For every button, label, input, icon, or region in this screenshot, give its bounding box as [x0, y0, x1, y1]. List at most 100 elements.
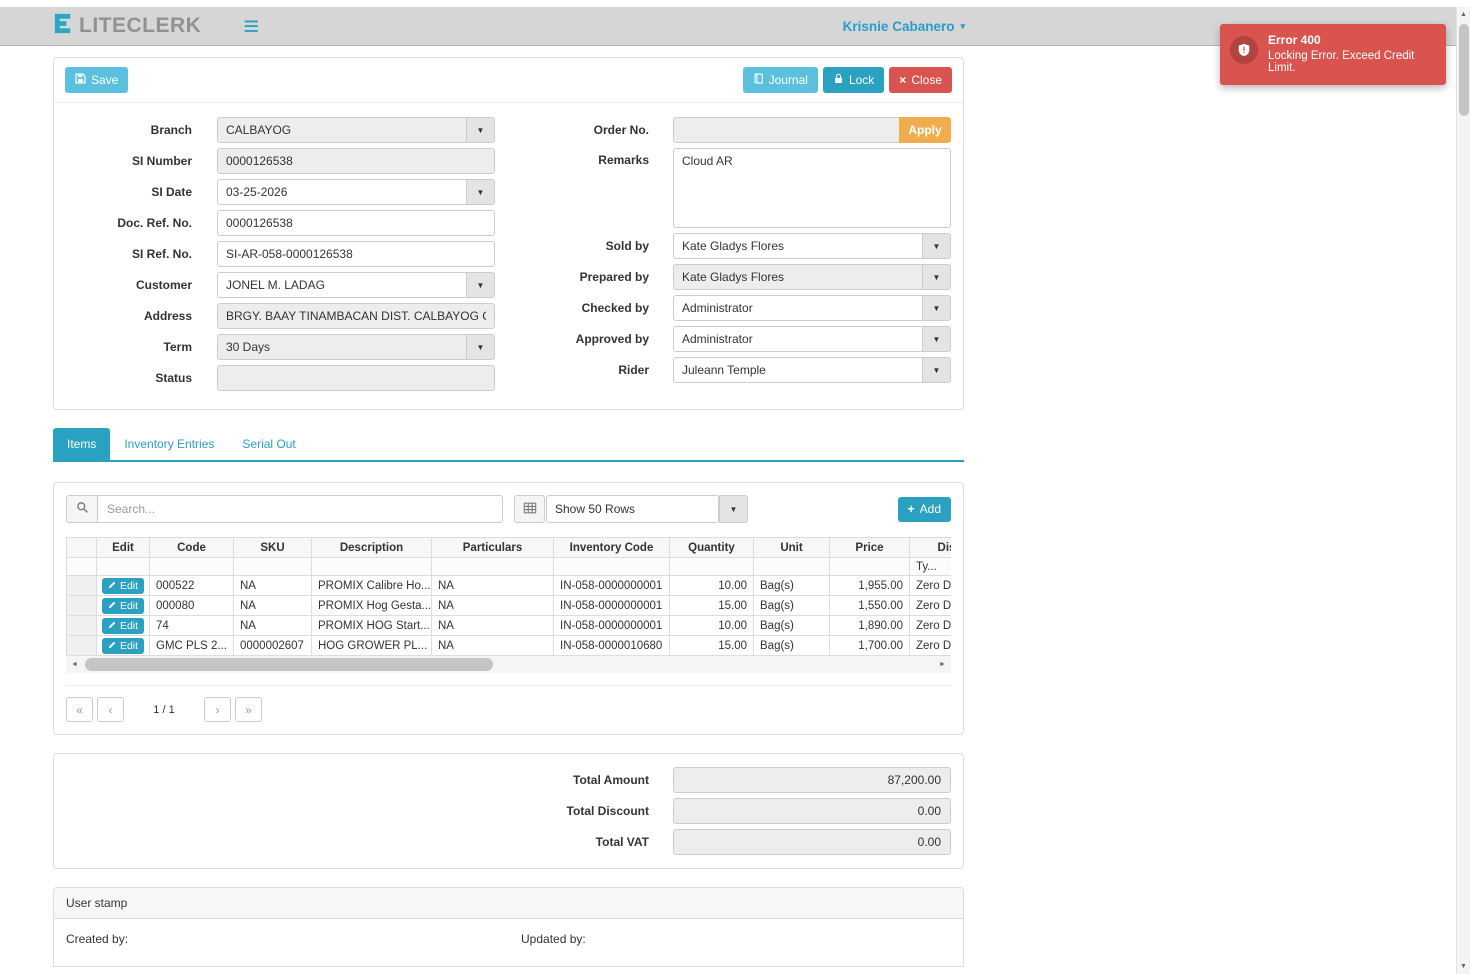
- cell-particulars: NA: [431, 615, 554, 637]
- pager-prev-button[interactable]: ‹: [97, 697, 124, 723]
- si-ref-input[interactable]: [217, 241, 495, 268]
- edit-row-button[interactable]: Edit: [101, 597, 145, 614]
- search-group: [66, 495, 503, 524]
- rows-per-page-input[interactable]: [546, 495, 719, 524]
- edit-button-label: Edit: [119, 579, 139, 592]
- order-no-label: Order No.: [593, 123, 649, 138]
- pager-last-button[interactable]: »: [235, 697, 262, 723]
- customer-dropdown-button[interactable]: ▼: [466, 272, 495, 299]
- header-edit[interactable]: Edit: [96, 537, 150, 559]
- tab-inventory-entries[interactable]: Inventory Entries: [124, 437, 215, 452]
- edit-row-button[interactable]: Edit: [101, 617, 145, 634]
- table-row[interactable]: Edit 74 NA PROMIX HOG Start... NA IN-058…: [66, 615, 951, 637]
- branch-dropdown-button[interactable]: ▼: [466, 117, 495, 144]
- branch-input[interactable]: [217, 117, 466, 144]
- customer-label: Customer: [135, 278, 192, 293]
- rider-dropdown-button[interactable]: ▼: [922, 357, 951, 384]
- customer-input[interactable]: [217, 272, 466, 299]
- edit-button-label: Edit: [119, 599, 139, 612]
- tab-serial-out[interactable]: Serial Out: [242, 437, 296, 452]
- pager-first-button[interactable]: «: [66, 697, 93, 723]
- cell-inventory-code: IN-058-0000000001: [553, 575, 670, 597]
- scroll-right-button[interactable]: ►: [939, 661, 946, 669]
- header-code[interactable]: Code: [149, 537, 234, 559]
- horizontal-scroll-thumb[interactable]: [85, 658, 494, 672]
- total-amount-label: Total Amount: [573, 773, 649, 788]
- sold-by-dropdown-button[interactable]: ▼: [922, 233, 951, 260]
- brand-logo[interactable]: LITECLERK: [53, 12, 201, 40]
- doc-ref-input[interactable]: [217, 210, 495, 237]
- approved-by-input[interactable]: [673, 326, 922, 353]
- table-row[interactable]: Edit GMC PLS 2... 0000002607 HOG GROWER …: [66, 635, 951, 657]
- order-no-input[interactable]: [673, 117, 899, 144]
- total-amount-row: Total Amount 87,200.00: [66, 767, 951, 794]
- rows-per-page-select: ▼: [546, 495, 748, 524]
- header-unit[interactable]: Unit: [753, 537, 830, 559]
- status-input[interactable]: [217, 365, 495, 392]
- edit-row-button[interactable]: Edit: [101, 637, 145, 654]
- sold-by-input[interactable]: [673, 233, 922, 260]
- term-input[interactable]: [217, 334, 466, 361]
- hamburger-menu-button[interactable]: ≡: [243, 12, 259, 40]
- grid-view-button[interactable]: [514, 495, 545, 524]
- rider-input[interactable]: [673, 357, 922, 384]
- si-date-input[interactable]: [217, 179, 466, 206]
- cell-unit: Bag(s): [753, 635, 830, 657]
- horizontal-scroll-track: [83, 656, 934, 673]
- approved-by-dropdown-button[interactable]: ▼: [922, 326, 951, 353]
- prepared-by-dropdown-button[interactable]: ▼: [922, 264, 951, 291]
- cell-discount: Zero Di...: [909, 575, 951, 597]
- header-particulars[interactable]: Particulars: [431, 537, 554, 559]
- scroll-up-button[interactable]: ▲: [1460, 11, 1467, 18]
- search-input[interactable]: [97, 495, 503, 524]
- rider-label: Rider: [618, 363, 649, 378]
- scroll-left-button[interactable]: ◄: [71, 661, 78, 669]
- cell-unit: Bag(s): [753, 615, 830, 637]
- header-discount[interactable]: Disc...: [909, 537, 951, 559]
- si-date-dropdown-button[interactable]: ▼: [466, 179, 495, 206]
- address-input[interactable]: [217, 303, 495, 330]
- rows-per-page-dropdown-button[interactable]: ▼: [719, 495, 748, 524]
- invoice-form-panel: Save Journal Lock × Close: [53, 57, 964, 411]
- lock-button[interactable]: Lock: [822, 67, 885, 94]
- field-order-no: Order No. Apply: [547, 117, 951, 144]
- save-button[interactable]: Save: [65, 67, 129, 94]
- remarks-textarea[interactable]: Cloud AR: [673, 148, 951, 229]
- items-table: Edit Code SKU Description Particulars In…: [66, 537, 951, 657]
- checked-by-input[interactable]: [673, 295, 922, 322]
- cell-inventory-code: IN-058-0000000001: [553, 595, 670, 617]
- tab-items[interactable]: Items: [53, 428, 111, 461]
- filter-discount-type[interactable]: Ty...: [909, 557, 951, 577]
- pager-next-button[interactable]: ›: [204, 697, 231, 723]
- address-label: Address: [143, 309, 192, 324]
- journal-button-label: Journal: [768, 72, 808, 87]
- cell-quantity: 10.00: [669, 575, 754, 597]
- edit-row-button[interactable]: Edit: [101, 577, 145, 594]
- add-item-button[interactable]: + Add: [897, 496, 951, 522]
- checked-by-dropdown-button[interactable]: ▼: [922, 295, 951, 322]
- header-price[interactable]: Price: [829, 537, 910, 559]
- search-button[interactable]: [66, 495, 97, 524]
- field-term: Term ▼: [66, 334, 495, 361]
- error-toast[interactable]: Error 400 Locking Error. Exceed Credit L…: [1220, 24, 1446, 85]
- header-quantity[interactable]: Quantity: [669, 537, 754, 559]
- horizontal-scrollbar: ◄ ►: [66, 656, 951, 674]
- term-dropdown-button[interactable]: ▼: [466, 334, 495, 361]
- si-number-input[interactable]: [217, 148, 495, 175]
- prepared-by-input[interactable]: [673, 264, 922, 291]
- close-button[interactable]: × Close: [889, 67, 952, 94]
- table-filter-row: Ty...: [66, 557, 951, 577]
- chevron-down-icon: ▼: [476, 187, 485, 197]
- journal-button[interactable]: Journal: [742, 67, 818, 94]
- toast-title: Error 400: [1268, 33, 1321, 47]
- table-row[interactable]: Edit 000080 NA PROMIX Hog Gesta... NA IN…: [66, 595, 951, 617]
- header-description[interactable]: Description: [311, 537, 432, 559]
- apply-button[interactable]: Apply: [899, 117, 951, 144]
- user-menu[interactable]: Krisnie Cabanero ▾: [843, 19, 965, 34]
- cell-description: PROMIX Hog Gesta...: [311, 595, 432, 617]
- vertical-scroll-thumb[interactable]: [1458, 24, 1469, 116]
- header-sku[interactable]: SKU: [233, 537, 312, 559]
- save-icon: [75, 73, 86, 87]
- header-inventory-code[interactable]: Inventory Code: [553, 537, 670, 559]
- table-row[interactable]: Edit 000522 NA PROMIX Calibre Ho... NA I…: [66, 575, 951, 597]
